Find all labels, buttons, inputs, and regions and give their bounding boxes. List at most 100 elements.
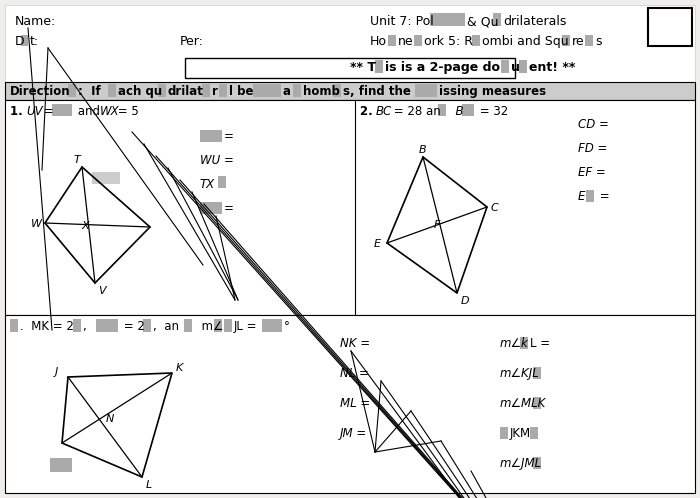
Text: K: K — [176, 363, 183, 373]
Text: C: C — [491, 203, 498, 213]
Bar — [472, 35, 480, 46]
Text: =: = — [224, 202, 234, 215]
Bar — [493, 13, 501, 26]
Text: re: re — [572, 35, 584, 48]
Text: D: D — [461, 296, 470, 306]
Text: B: B — [448, 105, 463, 118]
Text: drilat: drilat — [168, 85, 204, 98]
Bar — [438, 104, 446, 116]
Bar — [5, 315, 695, 493]
Bar — [184, 319, 192, 332]
Text: NL =: NL = — [340, 367, 372, 380]
Text: t:: t: — [30, 35, 39, 48]
Bar — [202, 84, 210, 97]
Bar — [5, 82, 695, 100]
Bar — [92, 172, 120, 184]
Text: EF =: EF = — [578, 166, 610, 179]
Text: °: ° — [284, 320, 290, 333]
Bar — [200, 130, 222, 142]
Text: D: D — [15, 35, 24, 48]
Bar — [585, 35, 593, 46]
Text: & Qu: & Qu — [467, 15, 498, 28]
Text: m∠: m∠ — [194, 320, 223, 333]
Text: ** T: ** T — [350, 61, 376, 74]
Text: ombi and Squ: ombi and Squ — [482, 35, 568, 48]
Text: TX: TX — [200, 178, 215, 191]
Bar — [500, 427, 508, 439]
Text: = 28 an: = 28 an — [390, 105, 441, 118]
Bar — [415, 84, 437, 97]
Text: B: B — [419, 145, 426, 155]
Text: Ho: Ho — [370, 35, 387, 48]
Bar — [96, 319, 118, 332]
Bar — [414, 35, 422, 46]
Bar — [529, 427, 538, 439]
Bar — [533, 367, 540, 379]
Text: JM =: JM = — [340, 427, 371, 440]
Bar — [253, 84, 281, 97]
Text: E: E — [578, 190, 585, 203]
Bar — [533, 397, 540, 409]
Text: 2.: 2. — [360, 105, 377, 118]
Text: s: s — [595, 35, 601, 48]
Text: Direction: Direction — [10, 85, 71, 98]
Text: r: r — [212, 85, 218, 98]
Bar — [219, 84, 227, 97]
Text: T: T — [74, 155, 81, 165]
Bar — [501, 60, 509, 73]
Bar — [185, 58, 515, 78]
Text: is is a 2-page do: is is a 2-page do — [385, 61, 500, 74]
Bar — [50, 458, 72, 472]
Text: m∠JML: m∠JML — [500, 457, 542, 470]
Text: E: E — [374, 239, 381, 249]
Text: V: V — [98, 286, 106, 296]
Text: CD =: CD = — [578, 118, 612, 131]
Text: ML =: ML = — [340, 397, 374, 410]
Bar — [430, 13, 465, 26]
Text: a: a — [283, 85, 295, 98]
Text: BC: BC — [376, 105, 392, 118]
Text: and: and — [74, 105, 104, 118]
Text: Name:: Name: — [15, 15, 56, 28]
Bar — [5, 5, 695, 87]
Text: F: F — [433, 220, 440, 230]
Bar — [5, 100, 695, 315]
Text: :  If: : If — [78, 85, 105, 98]
Bar — [218, 176, 226, 188]
Text: ,: , — [83, 320, 94, 333]
Text: ,  an: , an — [153, 320, 179, 333]
Text: WU =: WU = — [200, 154, 234, 167]
Bar — [262, 319, 282, 332]
Bar — [519, 337, 528, 349]
Text: = 5: = 5 — [114, 105, 139, 118]
Text: Per:: Per: — [180, 35, 204, 48]
Text: s, find the: s, find the — [343, 85, 415, 98]
Text: =: = — [224, 130, 234, 143]
Text: = 32: = 32 — [476, 105, 508, 118]
Bar — [375, 60, 383, 73]
Bar — [293, 84, 301, 97]
Text: FD =: FD = — [578, 142, 611, 155]
Text: L =: L = — [529, 337, 554, 350]
Bar — [648, 8, 692, 46]
Bar — [68, 84, 76, 97]
Bar — [200, 202, 222, 214]
Bar — [214, 319, 222, 332]
Text: m∠k: m∠k — [500, 337, 528, 350]
Text: = 2: = 2 — [120, 320, 145, 333]
Bar — [158, 84, 166, 97]
Bar — [519, 60, 527, 73]
Text: J: J — [55, 367, 58, 377]
Text: homb: homb — [303, 85, 340, 98]
Text: JL =: JL = — [234, 320, 261, 333]
Text: issing measures: issing measures — [439, 85, 546, 98]
Text: L: L — [146, 480, 153, 490]
Bar — [562, 35, 570, 46]
Text: X: X — [81, 221, 89, 231]
Text: ent! **: ent! ** — [529, 61, 575, 74]
Text: m∠KJL: m∠KJL — [500, 367, 540, 380]
Bar — [10, 319, 18, 332]
Bar — [388, 35, 396, 46]
Text: N: N — [106, 413, 114, 423]
Bar — [73, 319, 81, 332]
